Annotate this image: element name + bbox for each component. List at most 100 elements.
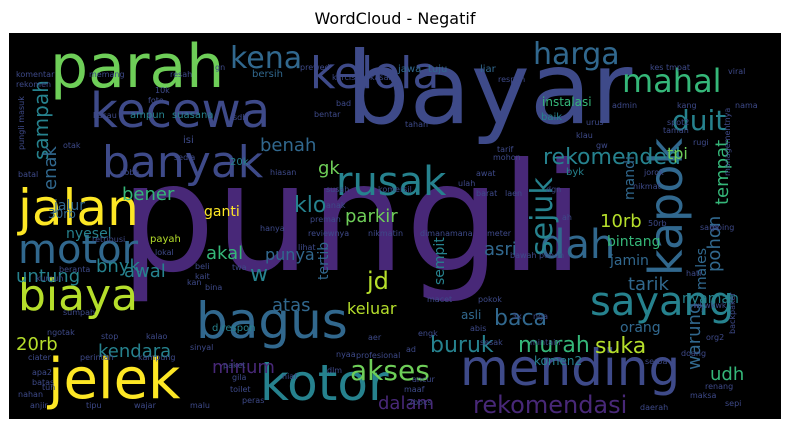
word-rekomen: rekomen (16, 80, 51, 89)
word-respon: respon (498, 75, 525, 84)
word-10rb: 10rb (600, 211, 642, 232)
word-toilet: toilet (230, 385, 251, 394)
word-atas: atas (272, 295, 311, 316)
word-twa: twa (232, 263, 247, 272)
word-minum: minum (212, 357, 275, 378)
word-tertib: tertib (316, 242, 332, 280)
word-20rb: 20rb (16, 334, 58, 355)
word-klau: klau (576, 131, 593, 140)
word-rekomended: rekomended (543, 145, 681, 170)
word-baca: baca (494, 306, 547, 331)
word-wajar: wajar (134, 401, 157, 410)
word-maaf: maaf (404, 385, 425, 394)
word-pungli-masuk: pungli masuk (17, 96, 26, 150)
word-komentar: komentar (16, 70, 55, 79)
word-tahan: tahan (405, 120, 428, 129)
word-abis: abis (470, 324, 486, 333)
word-otak: otak (63, 141, 81, 150)
word-pungli: pungli (120, 132, 584, 306)
word-gk: gk (318, 158, 340, 179)
word-sumpah: sumpah (63, 308, 95, 317)
word-prewed: prewed (300, 63, 330, 72)
word-akses: akses (350, 354, 430, 387)
word-jd: jd (366, 267, 389, 295)
word-asli: asli (461, 308, 481, 322)
word-paket: paket (223, 361, 245, 370)
word-admin: admin (612, 101, 637, 110)
word-nahan: nahan (18, 390, 43, 399)
word-bentar: bentar (314, 110, 341, 119)
word-malu: malu (190, 401, 210, 410)
word-kotor: kotor (260, 354, 389, 412)
word-wkwkwk: wkwkwk (693, 301, 727, 310)
word-30rb: 30rb (48, 207, 76, 221)
word-nga: nga (533, 312, 548, 321)
word-untung: untung (16, 266, 80, 287)
word-rekomendasi: rekomendasi (473, 391, 627, 419)
word-kumuh: kumuh (36, 274, 63, 283)
word-kena: kena (230, 41, 302, 76)
word-mohon: mohon (493, 153, 521, 162)
word-3x: 3x (512, 312, 522, 321)
word-viral: viral (728, 67, 745, 76)
word-bad: bad (336, 99, 351, 108)
word-gila: gila (232, 373, 247, 382)
word-daerah: daerah (640, 403, 668, 412)
word-kalao: kalao (146, 332, 168, 341)
word-tempat: tempat (712, 140, 733, 205)
word-org2: org2 (706, 333, 724, 342)
word-ngotak: ngotak (47, 328, 75, 337)
word-coba: coba (120, 168, 139, 177)
word-batal: batal (18, 170, 38, 179)
wordcloud-background (9, 33, 781, 419)
word-karcis: karcis (332, 73, 355, 82)
word-enak: enak (40, 145, 61, 190)
word-ulah: ulah (458, 179, 475, 188)
word-lihat: lihat (298, 243, 316, 252)
word-asri: asri (484, 239, 517, 260)
word-kampung: kampung (138, 353, 175, 362)
word-bersih: bersih (252, 69, 283, 80)
word-kecewa: kecewa (90, 83, 270, 139)
word-nyesel: nyesel (66, 226, 112, 242)
word-sesak: sesak (480, 338, 503, 347)
word-gk: gk (710, 223, 720, 232)
word-bnyk: bnyk (96, 256, 140, 277)
word-perintah: perintah (80, 353, 114, 362)
word-awal: awal (124, 261, 166, 282)
word-sampah: sampah (29, 80, 53, 160)
word-susah: susah (326, 185, 349, 194)
word-ciater: ciater (28, 353, 52, 362)
word-tipu: tipu (86, 401, 102, 410)
word-apa2: apa2 (32, 368, 52, 377)
word-beli: beli (195, 262, 209, 271)
word-komersil: komersil (378, 185, 412, 194)
word-sayang: sayang (590, 279, 734, 325)
word-anjir: anjir (30, 401, 48, 410)
word-sedia: sedia (174, 153, 195, 162)
word-niat: niat (282, 372, 297, 381)
word-warung: warung (684, 303, 705, 370)
word-sepi: sepi (725, 399, 741, 408)
word-retribusi: retribusi (92, 235, 125, 244)
word-tarif: tarif (497, 145, 514, 154)
word-peras: peras (242, 396, 264, 405)
word-kang: kang (677, 101, 697, 110)
word-w: w (250, 262, 268, 287)
word-males: males (694, 248, 710, 290)
word-mandi: mandi (622, 156, 638, 200)
word-sejuk: sejuk (525, 177, 560, 256)
word-kes-tmpat: kes tmpat (650, 63, 690, 72)
word-20k: 20k (230, 157, 249, 168)
word-punya: punya (265, 245, 315, 264)
word-sdh: sdh (233, 113, 247, 122)
word-engk: engk (418, 329, 438, 338)
word-managementnya: managementnya (723, 108, 732, 176)
word-bayar: bayar (346, 33, 633, 147)
word-parkir: parkir (345, 206, 398, 227)
word-benah: benah (260, 135, 316, 156)
word-kapok: kapok (639, 138, 693, 276)
word-duit: duit (672, 104, 726, 137)
word-kait: kait (195, 272, 210, 281)
word-gw: gw (596, 141, 608, 150)
